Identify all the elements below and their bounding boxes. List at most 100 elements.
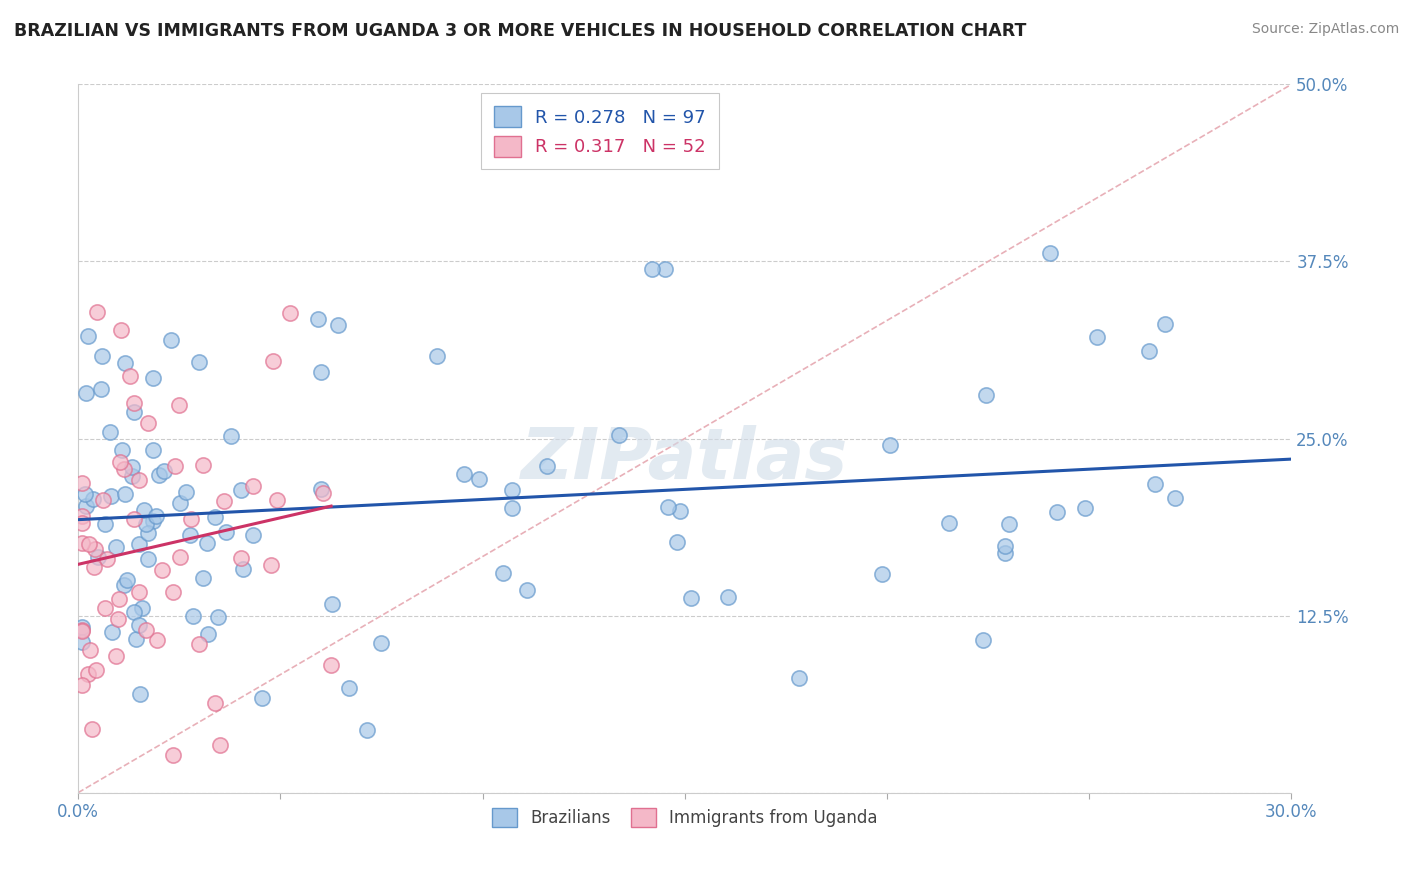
Point	[212, 493, 235, 508]
Point	[93, 600, 115, 615]
Point	[356, 723, 378, 737]
Point	[453, 467, 475, 481]
Point	[136, 525, 159, 540]
Point	[1137, 343, 1160, 358]
Point	[84, 663, 107, 677]
Point	[84, 542, 107, 557]
Point	[309, 365, 332, 379]
Point	[468, 472, 491, 486]
Point	[128, 585, 150, 599]
Point	[312, 485, 335, 500]
Point	[70, 624, 93, 639]
Point	[153, 464, 176, 478]
Point	[1074, 500, 1097, 515]
Point	[114, 487, 136, 501]
Point	[122, 511, 145, 525]
Point	[111, 443, 134, 458]
Point	[1154, 317, 1177, 331]
Point	[79, 643, 101, 657]
Point	[121, 459, 143, 474]
Point	[128, 537, 150, 551]
Point	[974, 388, 997, 402]
Point	[82, 723, 104, 737]
Point	[77, 537, 100, 551]
Point	[938, 516, 960, 531]
Text: Source: ZipAtlas.com: Source: ZipAtlas.com	[1251, 22, 1399, 37]
Point	[176, 484, 198, 499]
Point	[657, 500, 679, 514]
Point	[641, 261, 664, 276]
Point	[150, 563, 173, 577]
Point	[125, 632, 148, 647]
Point	[163, 458, 186, 473]
Point	[107, 612, 129, 626]
Point	[232, 562, 254, 576]
Point	[96, 551, 118, 566]
Point	[337, 681, 360, 695]
Point	[326, 318, 349, 332]
Point	[73, 487, 96, 501]
Point	[191, 571, 214, 585]
Point	[122, 396, 145, 410]
Point	[132, 503, 155, 517]
Point	[492, 566, 515, 581]
Point	[112, 578, 135, 592]
Point	[101, 625, 124, 640]
Point	[146, 633, 169, 648]
Point	[70, 508, 93, 523]
Point	[204, 510, 226, 524]
Point	[142, 514, 165, 528]
Point	[138, 417, 160, 431]
Text: ZIPatlas: ZIPatlas	[522, 425, 848, 494]
Point	[160, 333, 183, 347]
Point	[266, 492, 288, 507]
Point	[669, 504, 692, 518]
Point	[107, 591, 129, 606]
Point	[70, 516, 93, 531]
Point	[219, 429, 242, 443]
Point	[994, 546, 1017, 560]
Point	[501, 500, 523, 515]
Point	[77, 667, 100, 681]
Point	[426, 349, 449, 363]
Point	[319, 658, 342, 673]
Y-axis label: 3 or more Vehicles in Household: 3 or more Vehicles in Household	[0, 326, 7, 550]
Point	[91, 492, 114, 507]
Point	[536, 458, 558, 473]
Point	[169, 550, 191, 565]
Point	[142, 443, 165, 458]
Point	[70, 536, 93, 550]
Point	[229, 550, 252, 565]
Point	[75, 386, 97, 401]
Point	[70, 635, 93, 649]
Point	[115, 573, 138, 587]
Point	[118, 368, 141, 383]
Point	[972, 633, 994, 648]
Point	[229, 483, 252, 497]
Point	[191, 458, 214, 473]
Point	[716, 590, 738, 604]
Point	[997, 516, 1019, 531]
Point	[280, 306, 302, 320]
Point	[307, 311, 329, 326]
Point	[1164, 491, 1187, 505]
Point	[679, 591, 702, 605]
Point	[135, 517, 157, 532]
Point	[215, 524, 238, 539]
Point	[135, 624, 157, 638]
Point	[100, 489, 122, 503]
Point	[87, 550, 110, 565]
Point	[83, 560, 105, 574]
Point	[169, 495, 191, 509]
Point	[77, 329, 100, 343]
Point	[108, 454, 131, 468]
Point	[124, 405, 146, 419]
Point	[994, 540, 1017, 554]
Point	[242, 478, 264, 492]
Point	[262, 353, 284, 368]
Point	[105, 540, 128, 554]
Point	[98, 425, 121, 439]
Point	[607, 428, 630, 442]
Point	[1085, 329, 1108, 343]
Point	[309, 482, 332, 496]
